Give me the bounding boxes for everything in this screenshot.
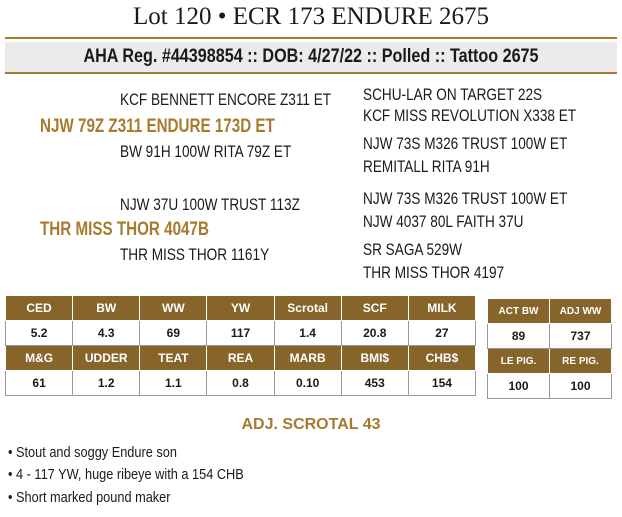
value-cell: 1.2 xyxy=(72,370,141,396)
value-cell: 61 xyxy=(4,370,74,396)
bullet: • Stout and soggy Endure son xyxy=(8,444,177,461)
side-table: ACT BW ADJ WW 89 737 LE PIG. RE PIG. 100 100 xyxy=(487,298,612,399)
header-cell: Scrotal xyxy=(273,295,342,321)
subtitle-bar xyxy=(5,42,617,74)
header-cell: REA xyxy=(206,345,275,371)
pedigree-name: NJW 73S M326 TRUST 100W ET xyxy=(363,189,568,208)
value-cell: 100 xyxy=(549,373,612,399)
table-row: 89 737 xyxy=(487,323,612,349)
header-cell: UDDER xyxy=(72,345,141,371)
pedigree-name: NJW 37U 100W TRUST 113Z xyxy=(120,195,300,214)
table-row: 5.2 4.3 69 117 1.4 20.8 27 xyxy=(4,320,477,346)
header-cell: WW xyxy=(139,295,208,321)
value-cell: 20.8 xyxy=(340,320,409,346)
header-cell: SCF xyxy=(340,295,409,321)
value-cell: 27 xyxy=(407,320,477,346)
bullet: • 4 - 117 YW, huge ribeye with a 154 CHB xyxy=(8,466,244,483)
value-cell: 117 xyxy=(206,320,275,346)
pedigree-name: NJW 4037 80L FAITH 37U xyxy=(363,212,524,231)
divider xyxy=(5,37,617,39)
value-cell: 453 xyxy=(340,370,409,396)
table-row: 61 1.2 1.1 0.8 0.10 453 154 xyxy=(4,370,477,396)
sire-name: NJW 79Z Z311 ENDURE 173D ET xyxy=(40,116,275,137)
header-cell: BMI$ xyxy=(340,345,409,371)
epd-table: CED BW WW YW Scrotal SCF MILK 5.2 4.3 69 117 1.4 20.… xyxy=(4,295,477,396)
table-row: LE PIG. RE PIG. xyxy=(487,348,612,374)
value-cell: 100 xyxy=(487,373,550,399)
header-cell: BW xyxy=(72,295,141,321)
header-cell: RE PIG. xyxy=(549,348,612,374)
value-cell: 5.2 xyxy=(4,320,74,346)
header-cell: TEAT xyxy=(139,345,208,371)
pedigree-name: THR MISS THOR 4197 xyxy=(363,263,505,282)
value-cell: 737 xyxy=(549,323,612,349)
header-cell: M&G xyxy=(4,345,74,371)
header-cell: MARB xyxy=(273,345,342,371)
pedigree-name: SCHU-LAR ON TARGET 22S xyxy=(363,85,543,104)
value-cell: 89 xyxy=(487,323,550,349)
pedigree-name: THR MISS THOR 1161Y xyxy=(120,245,270,264)
value-cell: 154 xyxy=(407,370,477,396)
header-cell: YW xyxy=(206,295,275,321)
header-cell: MILK xyxy=(407,295,477,321)
dam-name: THR MISS THOR 4047B xyxy=(40,219,209,240)
pedigree-name: KCF BENNETT ENCORE Z311 ET xyxy=(120,90,332,109)
table-row: 100 100 xyxy=(487,373,612,399)
pedigree-name: SR SAGA 529W xyxy=(363,240,463,259)
pedigree-name: KCF MISS REVOLUTION X338 ET xyxy=(363,106,577,125)
value-cell: 1.4 xyxy=(273,320,342,346)
table-row: ACT BW ADJ WW xyxy=(487,298,612,324)
table-row: CED BW WW YW Scrotal SCF MILK xyxy=(4,295,477,321)
value-cell: 0.10 xyxy=(273,370,342,396)
header-cell: ADJ WW xyxy=(549,298,612,324)
header-cell: CED xyxy=(4,295,74,321)
pedigree-name: BW 91H 100W RITA 79Z ET xyxy=(120,142,292,161)
pedigree-name: REMITALL RITA 91H xyxy=(363,157,490,176)
header-cell: CHB$ xyxy=(407,345,477,371)
bullet: • Short marked pound maker xyxy=(8,489,171,506)
value-cell: 1.1 xyxy=(139,370,208,396)
registration-info: AHA Reg. #44398854 :: DOB: 4/27/22 :: Po… xyxy=(83,46,539,67)
value-cell: 69 xyxy=(139,320,208,346)
adj-scrotal: ADJ. SCROTAL 43 xyxy=(241,416,381,433)
lot-title: Lot 120 • ECR 173 ENDURE 2675 xyxy=(133,3,489,30)
header-cell: ACT BW xyxy=(487,298,550,324)
header-cell: LE PIG. xyxy=(487,348,550,374)
pedigree-name: NJW 73S M326 TRUST 100W ET xyxy=(363,134,568,153)
table-row: M&G UDDER TEAT REA MARB BMI$ CHB$ xyxy=(4,345,477,371)
value-cell: 0.8 xyxy=(206,370,275,396)
value-cell: 4.3 xyxy=(72,320,141,346)
